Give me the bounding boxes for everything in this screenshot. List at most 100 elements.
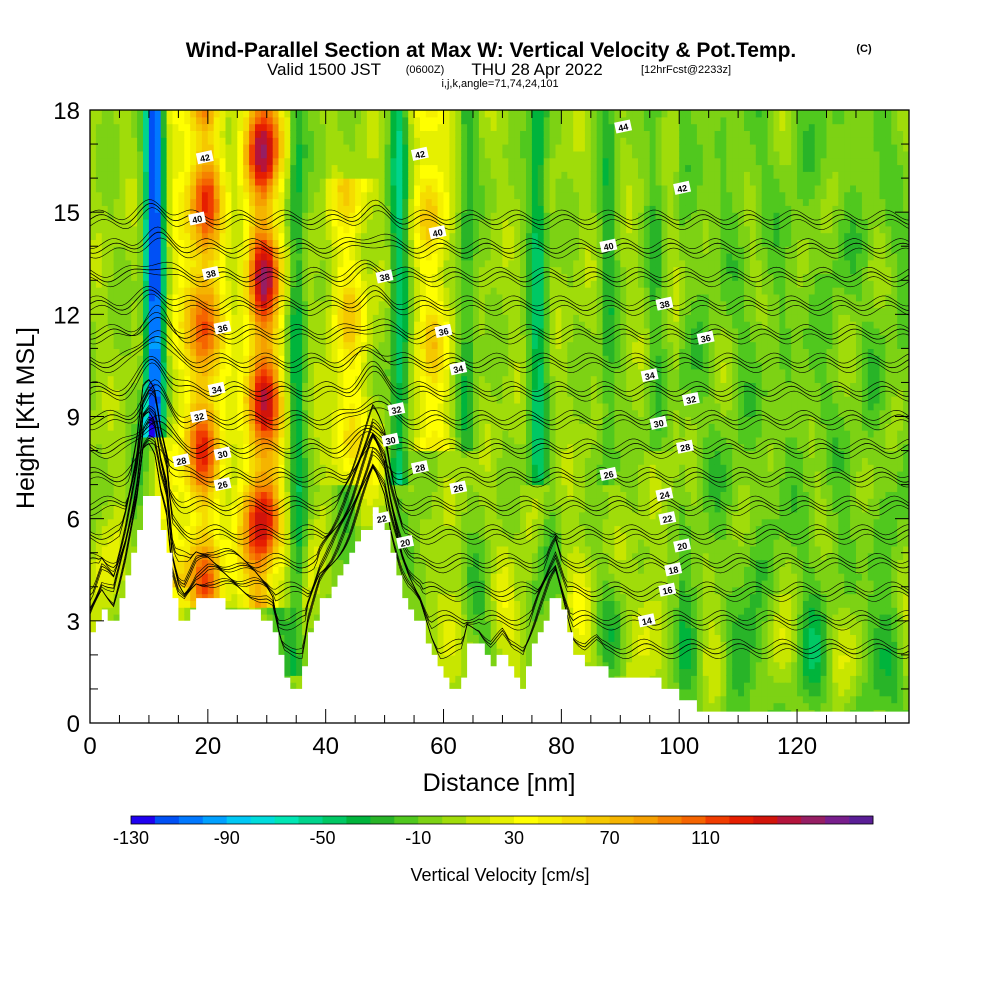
velocity-cell <box>231 191 238 200</box>
velocity-cell <box>402 477 409 486</box>
velocity-cell <box>90 443 97 452</box>
velocity-cell <box>207 171 215 179</box>
velocity-cell <box>366 355 374 363</box>
velocity-cell <box>260 375 268 383</box>
velocity-cell <box>219 198 227 206</box>
velocity-cell <box>355 287 362 295</box>
velocity-cell <box>107 280 115 288</box>
subtitle-valid: Valid 1500 JST <box>267 60 381 79</box>
velocity-cell <box>196 464 203 472</box>
velocity-cell <box>355 273 362 281</box>
velocity-cell <box>148 491 156 499</box>
velocity-cell <box>378 171 386 179</box>
velocity-cell <box>284 382 291 390</box>
velocity-cell <box>113 334 121 343</box>
velocity-cell <box>260 198 268 206</box>
velocity-cell <box>190 137 197 145</box>
velocity-cell <box>249 525 256 533</box>
velocity-cell <box>113 545 121 554</box>
velocity-cell <box>125 144 132 152</box>
velocity-cell <box>396 253 403 261</box>
velocity-cell <box>402 566 409 574</box>
velocity-cell <box>278 246 285 254</box>
velocity-cell <box>107 511 115 520</box>
velocity-cell <box>131 409 138 418</box>
velocity-cell <box>343 552 350 561</box>
velocity-cell <box>237 171 244 179</box>
velocity-cell <box>243 375 250 383</box>
velocity-cell <box>196 110 203 118</box>
velocity-cell <box>178 137 185 145</box>
velocity-cell <box>384 348 392 356</box>
velocity-cell <box>361 389 368 397</box>
velocity-cell <box>313 157 321 166</box>
velocity-cell <box>243 321 250 329</box>
velocity-cell <box>372 375 380 383</box>
velocity-cell <box>113 164 121 172</box>
velocity-cell <box>290 525 297 533</box>
velocity-cell <box>178 600 185 608</box>
velocity-cell <box>213 232 221 240</box>
velocity-cell <box>178 368 185 377</box>
velocity-cell <box>178 396 185 404</box>
velocity-cell <box>131 232 138 240</box>
velocity-cell <box>408 219 415 227</box>
velocity-cell <box>378 300 386 309</box>
velocity-cell <box>372 171 380 179</box>
velocity-cell <box>95 191 103 200</box>
velocity-cell <box>302 545 309 554</box>
velocity-cell <box>319 232 327 240</box>
velocity-cell <box>172 328 179 336</box>
velocity-cell <box>231 525 238 533</box>
velocity-cell <box>225 184 232 193</box>
velocity-cell <box>160 409 168 418</box>
velocity-cell <box>278 477 285 486</box>
velocity-cell <box>101 375 109 383</box>
velocity-cell <box>225 436 232 445</box>
velocity-cell <box>231 409 238 418</box>
velocity-cell <box>390 355 397 363</box>
velocity-cell <box>201 137 209 145</box>
velocity-cell <box>284 293 291 302</box>
velocity-cell <box>113 539 121 547</box>
velocity-cell <box>101 464 109 472</box>
velocity-cell <box>337 184 344 193</box>
velocity-cell <box>302 273 309 281</box>
velocity-cell <box>396 273 403 281</box>
velocity-cell <box>343 273 350 281</box>
velocity-cell <box>408 212 415 220</box>
velocity-cell <box>402 137 409 145</box>
velocity-cell <box>266 607 274 615</box>
velocity-cell <box>219 130 227 138</box>
velocity-cell <box>101 212 109 220</box>
velocity-cell <box>178 328 185 336</box>
velocity-cell <box>396 450 403 458</box>
velocity-cell <box>143 457 150 465</box>
velocity-cell <box>196 280 203 288</box>
velocity-cell <box>225 532 232 540</box>
velocity-cell <box>113 280 121 288</box>
velocity-cell <box>101 525 109 533</box>
velocity-cell <box>290 607 297 615</box>
velocity-cell <box>90 573 97 581</box>
velocity-cell <box>213 423 221 431</box>
velocity-cell <box>107 518 115 527</box>
velocity-cell <box>337 110 344 118</box>
velocity-cell <box>95 239 103 247</box>
velocity-cell <box>196 164 203 172</box>
velocity-cell <box>255 580 262 588</box>
velocity-cell <box>278 293 285 302</box>
velocity-cell <box>231 341 238 349</box>
velocity-cell <box>290 341 297 349</box>
velocity-cell <box>131 184 138 193</box>
velocity-cell <box>178 212 185 220</box>
velocity-cell <box>402 266 409 275</box>
velocity-cell <box>113 232 121 240</box>
velocity-cell <box>143 171 150 179</box>
velocity-cell <box>278 164 285 172</box>
velocity-cell <box>249 287 256 295</box>
velocity-cell <box>196 184 203 193</box>
velocity-cell <box>284 328 291 336</box>
velocity-cell <box>207 225 215 234</box>
velocity-cell <box>331 300 339 309</box>
